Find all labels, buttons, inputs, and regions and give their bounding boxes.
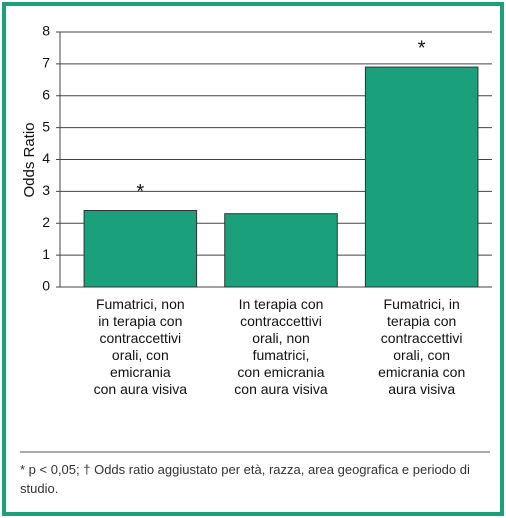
y-tick-label: 3 <box>42 182 50 198</box>
y-tick-label: 4 <box>42 150 50 166</box>
x-tick-label: In terapia con contraccettivi orali, non… <box>234 296 328 397</box>
bar <box>83 210 198 288</box>
bar <box>224 213 338 288</box>
y-tick-label: 1 <box>42 246 50 262</box>
y-tick-label: 0 <box>42 278 50 294</box>
y-axis-label: Odds Ratio <box>21 122 38 197</box>
bar <box>364 66 479 288</box>
y-tick-label: 6 <box>42 86 50 102</box>
y-tick-label: 7 <box>42 55 50 71</box>
y-tick-label: 8 <box>42 23 50 39</box>
y-tick-label: 2 <box>42 214 50 230</box>
y-tick-label: 5 <box>42 118 50 134</box>
annotation: * <box>136 181 144 203</box>
annotation: * <box>418 37 426 59</box>
x-tick-label: Fumatrici, non in terapia con contraccet… <box>93 296 188 397</box>
footnote: * p < 0,05; † Odds ratio aggiustato per … <box>20 462 470 496</box>
x-tick-label: Fumatrici, in terapia con contraccettivi… <box>378 296 466 397</box>
